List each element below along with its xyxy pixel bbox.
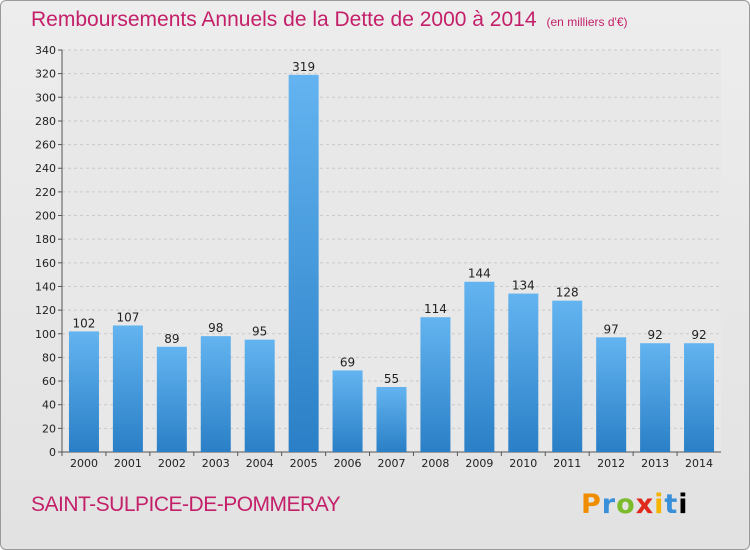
value-label-2006: 69 (340, 355, 355, 369)
bar-2010 (508, 293, 539, 452)
chart-subtitle: (en milliers d'€) (546, 15, 628, 29)
y-tick-label: 220 (35, 186, 56, 199)
y-tick-label: 160 (35, 257, 56, 270)
x-tick-label-2002: 2002 (158, 457, 186, 470)
bar-2013 (640, 343, 671, 452)
value-label-2007: 55 (384, 372, 399, 386)
x-tick-label-2011: 2011 (553, 457, 581, 470)
x-tick-label-2010: 2010 (509, 457, 537, 470)
x-tick-label-2009: 2009 (465, 457, 493, 470)
bar-2008 (420, 317, 451, 452)
y-tick-label: 240 (35, 162, 56, 175)
bar-2009 (464, 281, 495, 452)
bar-2005 (288, 74, 319, 453)
x-tick-label-2013: 2013 (641, 457, 669, 470)
x-tick-label-2000: 2000 (70, 457, 98, 470)
y-tick-label: 180 (35, 233, 56, 246)
value-label-2010: 134 (512, 279, 535, 293)
chart-title-text: Remboursements Annuels de la Dette de 20… (31, 8, 537, 31)
value-label-2008: 114 (424, 302, 447, 316)
value-label-2009: 144 (468, 267, 491, 281)
bar-2006 (332, 370, 363, 452)
value-label-2005: 319 (292, 60, 315, 74)
bar-2002 (156, 346, 187, 452)
y-tick-label: 140 (35, 280, 56, 293)
value-label-2014: 92 (691, 328, 706, 342)
y-tick-label: 80 (42, 351, 56, 364)
bar-2011 (552, 300, 583, 452)
bar-2004 (244, 339, 275, 452)
x-tick-label-2014: 2014 (685, 457, 713, 470)
y-tick-label: 100 (35, 328, 56, 341)
x-tick-label-2007: 2007 (378, 457, 406, 470)
value-label-2000: 102 (73, 316, 96, 330)
commune-name: SAINT-SULPICE-DE-POMMERAY (31, 493, 341, 516)
y-tick-label: 200 (35, 210, 56, 223)
bar-2007 (376, 386, 407, 452)
bar-2000 (68, 331, 99, 452)
y-tick-label: 300 (35, 91, 56, 104)
x-tick-label-2012: 2012 (597, 457, 625, 470)
chart-title: Remboursements Annuels de la Dette de 20… (31, 8, 628, 32)
value-label-2004: 95 (252, 325, 267, 339)
x-tick-label-2003: 2003 (202, 457, 230, 470)
bar-2012 (596, 337, 627, 452)
y-tick-label: 60 (42, 375, 56, 388)
y-tick-label: 0 (49, 446, 56, 459)
y-tick-label: 40 (42, 399, 56, 412)
bar-2001 (112, 325, 143, 452)
y-tick-label: 340 (35, 44, 56, 57)
x-tick-label-2006: 2006 (334, 457, 362, 470)
y-tick-label: 260 (35, 139, 56, 152)
y-tick-label: 120 (35, 304, 56, 317)
x-tick-label-2001: 2001 (114, 457, 142, 470)
bar-2003 (200, 336, 231, 452)
proxiti-logo: Proxiti (581, 489, 689, 520)
value-label-2013: 92 (647, 328, 662, 342)
bar-2014 (684, 343, 715, 452)
x-tick-label-2008: 2008 (421, 457, 449, 470)
value-label-2012: 97 (604, 322, 619, 336)
y-tick-label: 320 (35, 68, 56, 81)
x-tick-label-2004: 2004 (246, 457, 274, 470)
value-label-2001: 107 (116, 310, 139, 324)
value-label-2011: 128 (556, 286, 579, 300)
y-tick-label: 20 (42, 422, 56, 435)
value-label-2003: 98 (208, 321, 223, 335)
y-tick-label: 280 (35, 115, 56, 128)
value-label-2002: 89 (164, 332, 179, 346)
x-tick-label-2005: 2005 (290, 457, 318, 470)
